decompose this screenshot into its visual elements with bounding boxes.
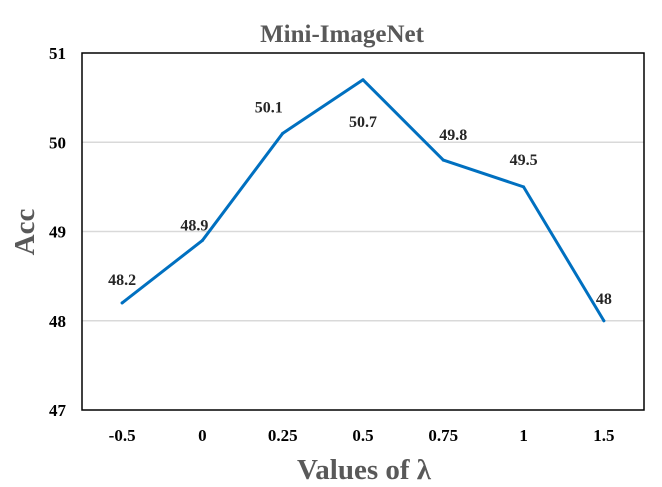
data-point bbox=[441, 158, 445, 162]
plot-area bbox=[81, 52, 645, 411]
data-point bbox=[522, 185, 526, 189]
series-group bbox=[120, 78, 606, 323]
x-tick-label: 1.5 bbox=[593, 426, 614, 445]
x-axis-title: Values of λ bbox=[297, 454, 432, 486]
data-label: 49.5 bbox=[510, 152, 538, 169]
y-tick-label: 49 bbox=[49, 223, 66, 242]
data-label: 48.9 bbox=[180, 217, 208, 234]
gridlines bbox=[82, 141, 644, 322]
x-tick-label: 1 bbox=[519, 426, 528, 445]
x-axis-ticks: -0.5 0 0.25 0.5 0.75 1 1.5 bbox=[109, 426, 615, 445]
data-point bbox=[281, 131, 285, 135]
x-tick-label: 0.25 bbox=[268, 426, 298, 445]
y-tick-label: 51 bbox=[49, 44, 66, 63]
data-point bbox=[602, 319, 606, 323]
data-labels: 48.2 48.9 50.1 50.7 49.8 49.5 48 bbox=[108, 99, 612, 307]
chart-title: Mini-ImageNet bbox=[260, 21, 425, 48]
data-point bbox=[361, 78, 365, 82]
y-tick-label: 48 bbox=[49, 312, 66, 331]
data-label: 48.2 bbox=[108, 272, 136, 289]
data-label: 49.8 bbox=[439, 127, 467, 144]
y-axis-ticks: 47 48 49 50 51 bbox=[49, 44, 67, 420]
x-tick-label: 0.75 bbox=[428, 426, 458, 445]
data-point bbox=[200, 238, 204, 242]
data-label: 48 bbox=[596, 291, 612, 308]
y-tick-label: 47 bbox=[49, 401, 67, 420]
data-label: 50.1 bbox=[255, 99, 283, 116]
y-axis-title: Acc bbox=[9, 209, 41, 256]
x-tick-label: 0.5 bbox=[352, 426, 373, 445]
data-label: 50.7 bbox=[349, 114, 377, 131]
x-tick-label: -0.5 bbox=[109, 426, 136, 445]
data-point bbox=[120, 301, 124, 305]
y-tick-label: 50 bbox=[49, 133, 66, 152]
x-tick-label: 0 bbox=[198, 426, 207, 445]
